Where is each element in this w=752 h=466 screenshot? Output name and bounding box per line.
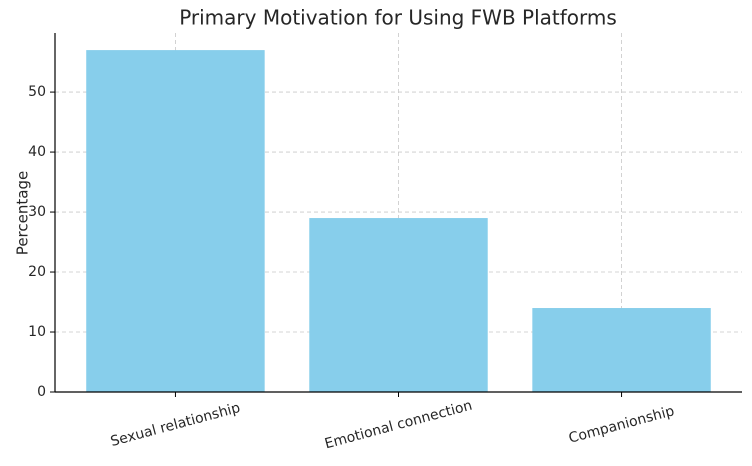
x-tick-label: Companionship <box>567 403 676 447</box>
y-tick-label: 10 <box>28 324 46 340</box>
y-tick-label: 40 <box>28 144 46 160</box>
y-tick-label: 20 <box>28 264 46 280</box>
x-tick-label: Emotional connection <box>323 398 474 453</box>
y-tick-label: 50 <box>28 84 46 100</box>
bar <box>309 218 488 392</box>
y-axis-label: Percentage <box>14 171 32 255</box>
chart-title: Primary Motivation for Using FWB Platfor… <box>179 6 617 30</box>
y-tick-label: 0 <box>37 384 46 400</box>
bar <box>86 50 265 392</box>
x-tick-label: Sexual relationship <box>109 400 242 450</box>
y-tick-label: 30 <box>28 204 46 220</box>
bar-layer <box>86 50 711 392</box>
bar <box>532 308 711 392</box>
